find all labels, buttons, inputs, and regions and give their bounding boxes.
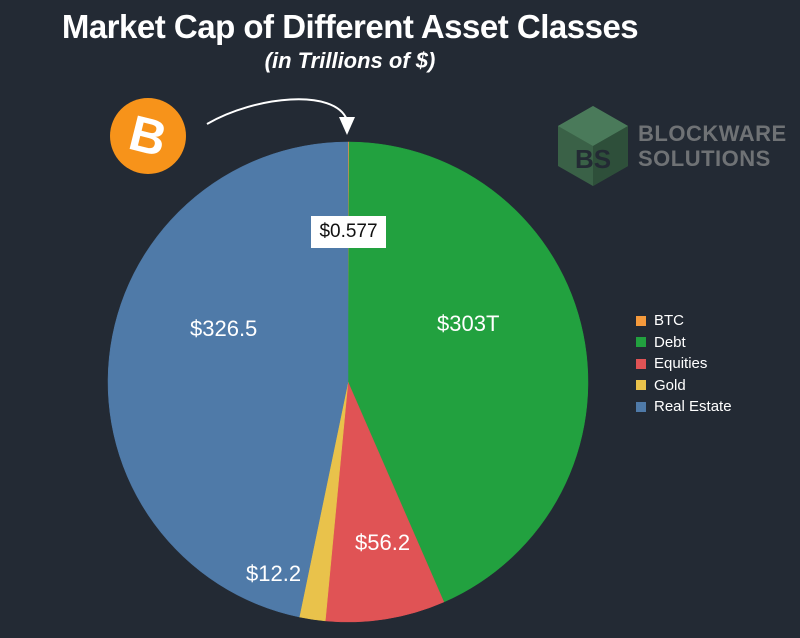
bitcoin-icon: B [110,98,186,174]
legend-item-debt: Debt [636,332,732,354]
legend-swatch-equities [636,358,646,369]
chart-title: Market Cap of Different Asset Classes [61,8,639,45]
legend-swatch-btc [636,315,646,326]
data-label-real-estate: $326.5 [190,316,258,341]
pie-slice-debt [347,141,589,603]
brand-name-line1: BLOCKWARE [638,121,787,146]
legend-item-btc: BTC [636,310,732,332]
chart-subtitle: (in Trillions of $) [264,48,436,73]
annotation-arrow [206,98,348,125]
legend-item-real-estate: Real Estate [636,396,732,418]
brand-name-line2: SOLUTIONS [638,146,771,171]
brand-logo: BS BLOCKWARE SOLUTIONS [556,104,787,188]
data-label-debt: $303T [437,311,500,336]
svg-text:BS: BS [575,144,611,174]
blockware-cube-icon: BS [558,106,628,186]
legend-label-debt: Debt [654,333,686,351]
legend: BTC Debt Equities Gold Real Estate [636,310,732,418]
legend-swatch-gold [636,380,646,391]
legend-label-btc: BTC [654,312,684,330]
data-label-gold: $12.2 [246,561,302,586]
data-label-equities: $56.2 [355,530,411,555]
legend-item-equities: Equities [636,353,732,375]
pie-slice-equities [325,381,445,623]
bitcoin-glyph: B [123,104,173,168]
legend-swatch-real-estate [636,401,646,412]
data-label-btc: $0.577 [311,216,386,248]
legend-label-equities: Equities [654,355,708,373]
annotation-arrowhead [339,117,355,135]
legend-label-gold: Gold [654,376,686,394]
legend-label-real-estate: Real Estate [654,398,732,416]
legend-item-gold: Gold [636,375,732,397]
pie-slices [107,141,589,623]
legend-swatch-debt [636,337,646,348]
pie-slice-real-estate [107,141,349,618]
